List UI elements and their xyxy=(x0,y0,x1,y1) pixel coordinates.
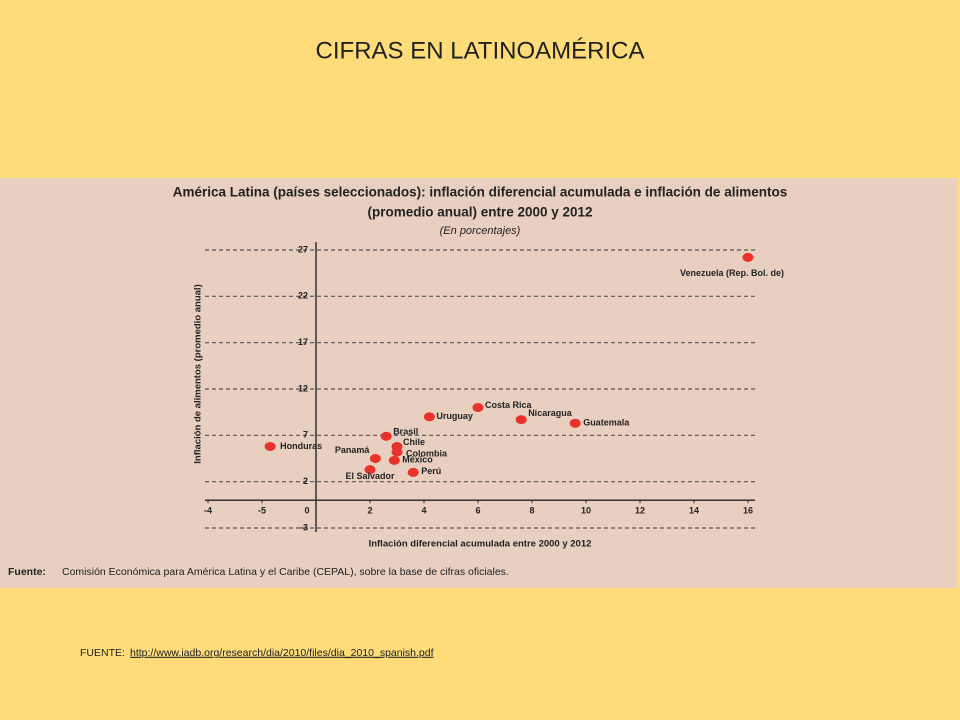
point xyxy=(569,418,581,428)
point xyxy=(391,447,403,457)
source: Comisión Económica para América Latina y… xyxy=(62,566,509,578)
footer-label: FUENTE: xyxy=(80,647,125,659)
y-tick-label: 22 xyxy=(298,291,308,301)
source-label: Fuente: xyxy=(8,566,46,578)
x-tick-label: 8 xyxy=(529,506,534,516)
point-label: Guatemala xyxy=(583,418,630,428)
point-label: Uruguay xyxy=(436,411,473,421)
point-label: México xyxy=(402,455,433,465)
point-label: Venezuela (Rep. Bol. de) xyxy=(680,268,784,278)
point xyxy=(364,465,376,475)
point xyxy=(264,441,276,451)
point-label: Honduras xyxy=(280,441,322,451)
point-label: Brasil xyxy=(393,427,418,437)
point-label: Costa Rica xyxy=(485,400,533,410)
point-label: Panamá xyxy=(335,445,371,455)
x-tick-label: 10 xyxy=(581,506,591,516)
chart-title: América Latina (países seleccionados): i… xyxy=(173,185,787,200)
point xyxy=(407,467,419,477)
y-tick-label: 2 xyxy=(303,476,308,486)
x-tick-label: 12 xyxy=(635,506,645,516)
footer-link[interactable]: http://www.iadb.org/research/dia/2010/fi… xyxy=(130,647,434,659)
point xyxy=(388,455,400,465)
x-tick-label: -4 xyxy=(204,506,212,516)
x-tick-label: 0 xyxy=(304,506,309,516)
y-tick-label: 7 xyxy=(303,430,308,440)
y-tick-label: 12 xyxy=(298,383,308,393)
point-label: El Salvador xyxy=(345,471,395,481)
chart-subtitle: (En porcentajes) xyxy=(440,225,521,237)
point-label: Chile xyxy=(403,437,425,447)
x-tick-label: -5 xyxy=(258,506,266,516)
y-tick-label: 27 xyxy=(298,244,308,254)
x-tick-label: 14 xyxy=(689,506,699,516)
y-axis-label: Inflación de alimentos (promedio anual) xyxy=(193,284,204,463)
chart-title: (promedio anual) entre 2000 y 2012 xyxy=(367,205,592,220)
x-axis-label: Inflación diferencial acumulada entre 20… xyxy=(369,539,592,550)
chart-background xyxy=(0,178,957,588)
x-tick-label: 2 xyxy=(367,506,372,516)
point xyxy=(515,415,527,425)
slide-title: CIFRAS EN LATINOAMÉRICA xyxy=(316,37,645,64)
y-tick-label: 17 xyxy=(298,337,308,347)
point xyxy=(742,252,754,262)
y-tick-label: -3 xyxy=(300,522,308,532)
point xyxy=(380,431,392,441)
point xyxy=(472,403,484,413)
point-label: Colombia xyxy=(406,448,448,458)
x-tick-label: 16 xyxy=(743,506,753,516)
x-tick-label: 4 xyxy=(421,506,426,516)
point xyxy=(423,412,435,422)
point-label: Nicaragua xyxy=(528,408,573,418)
point xyxy=(369,454,381,463)
point-label: Perú xyxy=(421,466,441,476)
x-tick-label: 6 xyxy=(475,506,480,516)
